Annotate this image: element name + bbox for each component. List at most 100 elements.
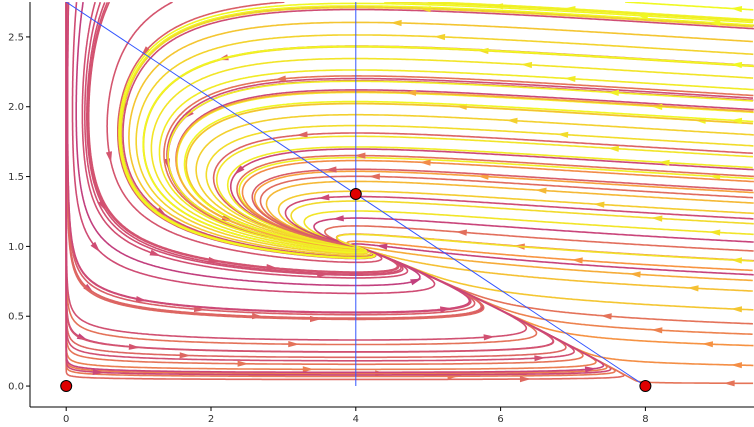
stream-arrow xyxy=(564,75,576,82)
stream-arrow xyxy=(723,380,735,387)
stream-arrow xyxy=(730,6,743,13)
y-tick-label: 1.0 xyxy=(8,242,24,253)
streamline xyxy=(241,159,754,248)
stream-arrow xyxy=(354,152,366,159)
streamline xyxy=(324,225,754,252)
streamline xyxy=(427,2,754,21)
streamline xyxy=(265,180,754,248)
streamline xyxy=(195,113,754,249)
streamline xyxy=(346,240,753,272)
stream-arrow xyxy=(234,165,245,175)
streamline xyxy=(303,210,754,248)
streamline xyxy=(119,5,754,259)
stream-arrow xyxy=(433,33,446,41)
stream-arrow xyxy=(237,360,249,367)
stream-arrow xyxy=(535,187,547,194)
streamline xyxy=(71,2,436,295)
stream-arrow xyxy=(506,117,518,124)
stream-arrow xyxy=(730,306,742,313)
stream-arrow xyxy=(519,376,532,383)
stream-arrow xyxy=(128,343,141,350)
streamline xyxy=(150,57,754,253)
stream-arrow xyxy=(730,362,742,369)
y-tick-label: 2.5 xyxy=(8,32,24,43)
streamline xyxy=(87,2,399,273)
y-tick-label: 0.0 xyxy=(8,382,24,393)
stream-arrow xyxy=(730,117,743,124)
stream-arrow xyxy=(140,46,151,57)
stream-arrow xyxy=(288,341,300,348)
stream-arrow xyxy=(76,333,89,341)
streamline xyxy=(336,233,754,262)
streamline xyxy=(158,69,754,252)
streamline xyxy=(81,2,409,279)
stream-arrow xyxy=(410,278,422,286)
stream-arrow xyxy=(629,271,641,278)
streamline xyxy=(75,2,421,287)
stream-arrow xyxy=(651,327,663,334)
stream-arrow xyxy=(332,215,344,222)
stream-arrow xyxy=(730,61,743,69)
stream-arrow xyxy=(607,89,619,96)
streamline xyxy=(135,34,754,255)
fixed-point xyxy=(349,188,362,201)
stream-arrow xyxy=(97,199,106,212)
stream-arrow xyxy=(557,131,569,138)
fixed-point xyxy=(60,380,73,393)
stream-arrow xyxy=(325,166,337,173)
stream-arrow xyxy=(193,306,206,313)
streamline xyxy=(142,45,754,254)
stream-arrow xyxy=(607,145,619,152)
streamline xyxy=(313,217,754,248)
stream-arrow xyxy=(155,207,167,217)
x-tick-label: 2 xyxy=(208,414,214,425)
stream-arrow xyxy=(310,315,322,323)
streamline xyxy=(65,2,605,374)
streamline xyxy=(122,8,754,258)
stream-arrow xyxy=(92,368,104,375)
streamline xyxy=(355,245,753,292)
streamline xyxy=(84,2,404,276)
fixed-points xyxy=(60,188,652,393)
streamline xyxy=(251,168,753,248)
stream-arrow xyxy=(376,243,388,250)
streamline xyxy=(226,146,753,248)
stream-arrow xyxy=(709,229,721,236)
stream-arrow xyxy=(179,352,191,359)
stream-arrow xyxy=(266,264,278,271)
streamline xyxy=(216,135,754,248)
stream-arrow xyxy=(534,355,546,362)
stream-arrow xyxy=(149,249,161,257)
stream-arrow xyxy=(302,366,314,373)
stream-arrow xyxy=(600,313,612,320)
streamline xyxy=(128,21,753,257)
stream-arrow xyxy=(584,366,597,373)
stream-arrow xyxy=(404,89,417,96)
x-tick-label: 4 xyxy=(353,414,359,425)
streamline xyxy=(163,75,754,251)
streamline xyxy=(349,243,754,276)
streamline xyxy=(66,2,471,313)
y-tick-label: 0.5 xyxy=(8,312,24,323)
stream-arrow xyxy=(368,173,380,180)
fixed-point xyxy=(639,380,652,393)
axes: 0 2 4 6 8 0.0 0.5 1.0 1.5 2.0 2.5 xyxy=(8,2,754,425)
stream-arrow xyxy=(701,341,713,348)
stream-arrow xyxy=(274,75,287,82)
stream-arrow xyxy=(455,229,467,236)
streamline xyxy=(183,100,754,249)
streamline xyxy=(277,190,754,248)
stream-arrow xyxy=(651,215,663,222)
x-tick-label: 8 xyxy=(642,414,648,425)
stream-arrow xyxy=(105,151,112,163)
stream-arrow xyxy=(658,159,670,166)
stream-arrow xyxy=(636,13,648,20)
stream-arrow xyxy=(687,285,699,292)
streamline xyxy=(167,80,754,251)
streamline xyxy=(175,90,754,250)
y-tick-label: 1.5 xyxy=(8,172,24,183)
stream-arrow xyxy=(520,61,533,69)
x-tick-label: 6 xyxy=(497,414,503,425)
stream-arrow xyxy=(593,201,605,208)
